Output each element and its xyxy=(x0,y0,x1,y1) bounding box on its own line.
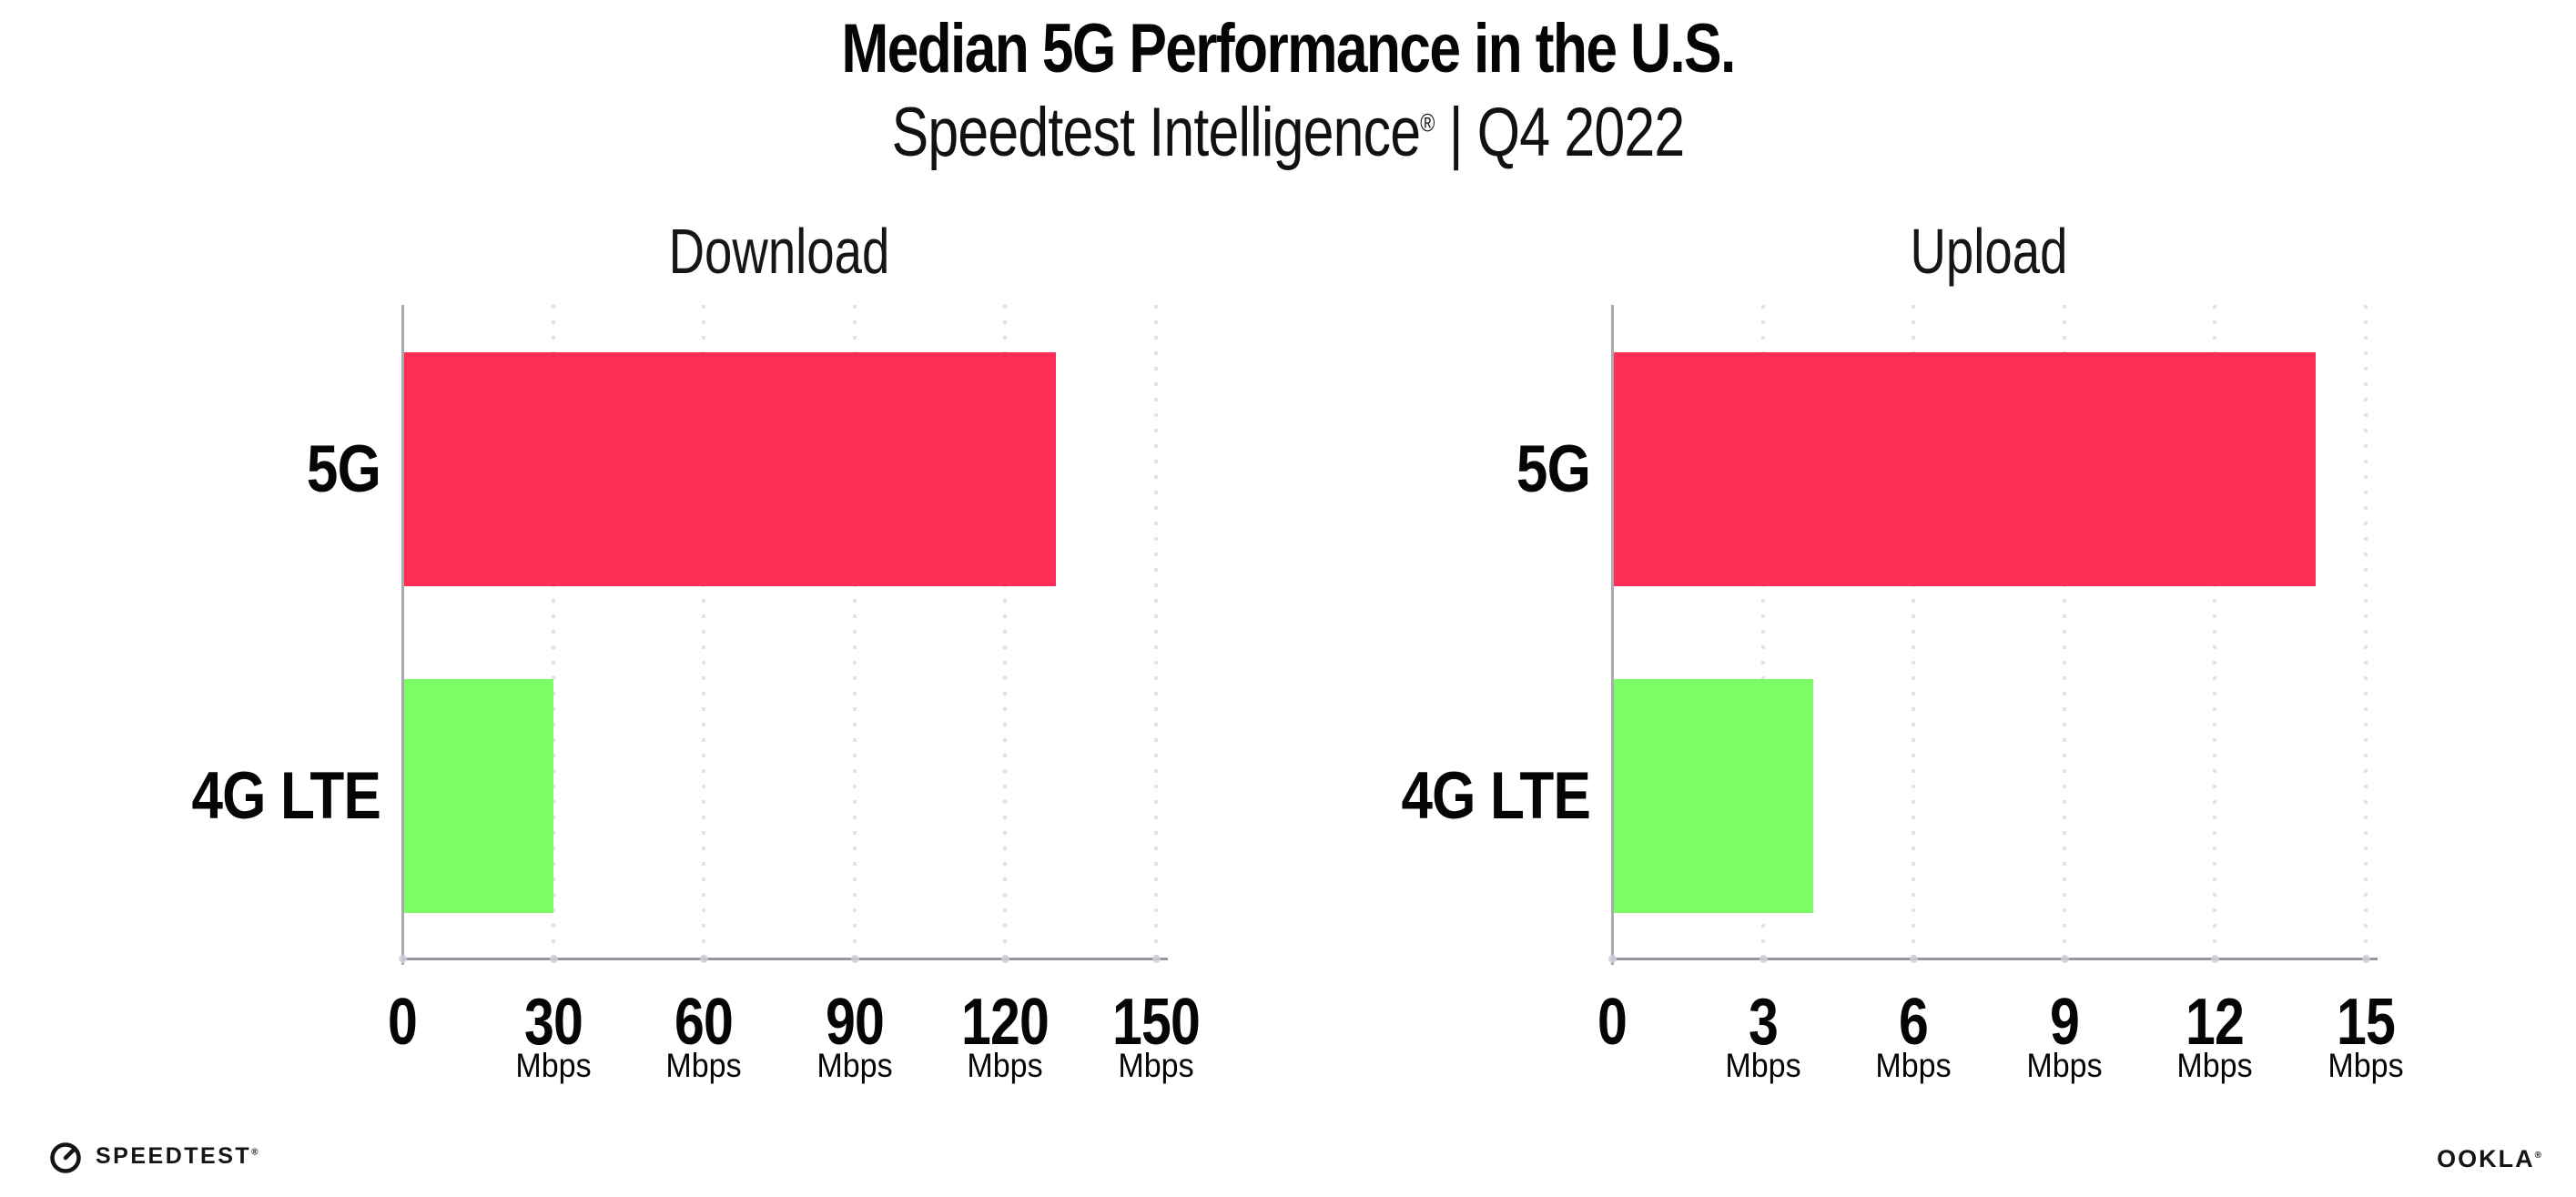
x-tick-unit: Mbps xyxy=(1724,1047,1801,1084)
x-tick-label: 0 xyxy=(1597,986,1628,1059)
registered-mark: ® xyxy=(1420,108,1435,137)
category-label-4g-lte: 4G LTE xyxy=(191,759,380,833)
gridline xyxy=(702,305,706,958)
axis-tick-dot xyxy=(850,955,859,963)
gridline xyxy=(2364,305,2368,958)
gridline xyxy=(551,305,555,958)
x-tick-label: 60 xyxy=(674,986,734,1059)
category-label-5g: 5G xyxy=(1516,432,1591,506)
axis-tick-dot xyxy=(2060,955,2069,963)
bar-5g xyxy=(404,352,1056,586)
speedtest-gauge-icon xyxy=(47,1138,84,1174)
x-tick-unit: Mbps xyxy=(967,1047,1044,1084)
gridline xyxy=(2213,305,2217,958)
x-tick-label: 3 xyxy=(1748,986,1779,1059)
axis-tick-dot xyxy=(2211,955,2220,963)
speedtest-label: SPEEDTEST xyxy=(96,1142,252,1169)
axis-tick-dot xyxy=(1759,955,1768,963)
subtitle-period: | Q4 2022 xyxy=(1434,94,1686,171)
x-tick-label: 30 xyxy=(523,986,583,1059)
gridline xyxy=(1154,305,1158,958)
axis-tick-dot xyxy=(1152,955,1161,963)
x-tick-unit: Mbps xyxy=(2026,1047,2103,1084)
speedtest-wordmark: SPEEDTEST® xyxy=(96,1143,259,1170)
x-tick-unit: Mbps xyxy=(2176,1047,2254,1084)
x-tick-label: 120 xyxy=(961,986,1050,1059)
y-axis xyxy=(401,305,404,965)
axis-tick-dot xyxy=(1001,955,1010,963)
gridline xyxy=(852,305,857,958)
ookla-label: OOKLA xyxy=(2437,1145,2535,1172)
x-tick-unit: Mbps xyxy=(665,1047,742,1084)
x-tick-unit: Mbps xyxy=(816,1047,893,1084)
speedtest-logo: SPEEDTEST® xyxy=(47,1138,259,1174)
axis-tick-dot xyxy=(399,955,407,963)
chart-title-download: Download xyxy=(668,216,890,287)
x-tick-label: 0 xyxy=(387,986,418,1059)
page-title: Median 5G Performance in the U.S. xyxy=(841,10,1736,87)
gridline xyxy=(2062,305,2066,958)
x-tick-label: 12 xyxy=(2186,986,2245,1059)
category-label-4g-lte: 4G LTE xyxy=(1401,759,1590,833)
ookla-logo: OOKLA® xyxy=(2437,1145,2541,1173)
bar-4g-lte xyxy=(404,679,553,913)
category-label-5g: 5G xyxy=(306,432,381,506)
subtitle-brand: Speedtest Intelligence xyxy=(891,94,1421,171)
speedtest-registered-mark: ® xyxy=(251,1147,259,1158)
x-tick-unit: Mbps xyxy=(1118,1047,1194,1084)
x-tick-unit: Mbps xyxy=(1875,1047,1952,1084)
x-tick-label: 9 xyxy=(2049,986,2080,1059)
axis-tick-dot xyxy=(2362,955,2370,963)
bar-4g-lte xyxy=(1614,679,1813,913)
x-tick-label: 6 xyxy=(1899,986,1929,1059)
x-tick-label: 150 xyxy=(1111,986,1201,1059)
x-axis xyxy=(1611,958,2378,960)
x-tick-label: 90 xyxy=(825,986,885,1059)
gridline xyxy=(1760,305,1765,958)
x-tick-label: 15 xyxy=(2336,986,2396,1059)
page-subtitle: Speedtest Intelligence® | Q4 2022 xyxy=(258,93,2318,172)
bar-5g xyxy=(1614,352,2316,586)
gridline xyxy=(1003,305,1008,958)
gridline xyxy=(1912,305,1916,958)
y-axis xyxy=(1611,305,1614,965)
axis-tick-dot xyxy=(1608,955,1617,963)
x-tick-unit: Mbps xyxy=(2328,1047,2404,1084)
axis-tick-dot xyxy=(700,955,709,963)
ookla-registered-mark: ® xyxy=(2534,1151,2541,1161)
x-axis xyxy=(401,958,1168,960)
chart-title-upload: Upload xyxy=(1910,216,2068,287)
x-tick-unit: Mbps xyxy=(514,1047,592,1084)
axis-tick-dot xyxy=(1910,955,1919,963)
axis-tick-dot xyxy=(549,955,558,963)
